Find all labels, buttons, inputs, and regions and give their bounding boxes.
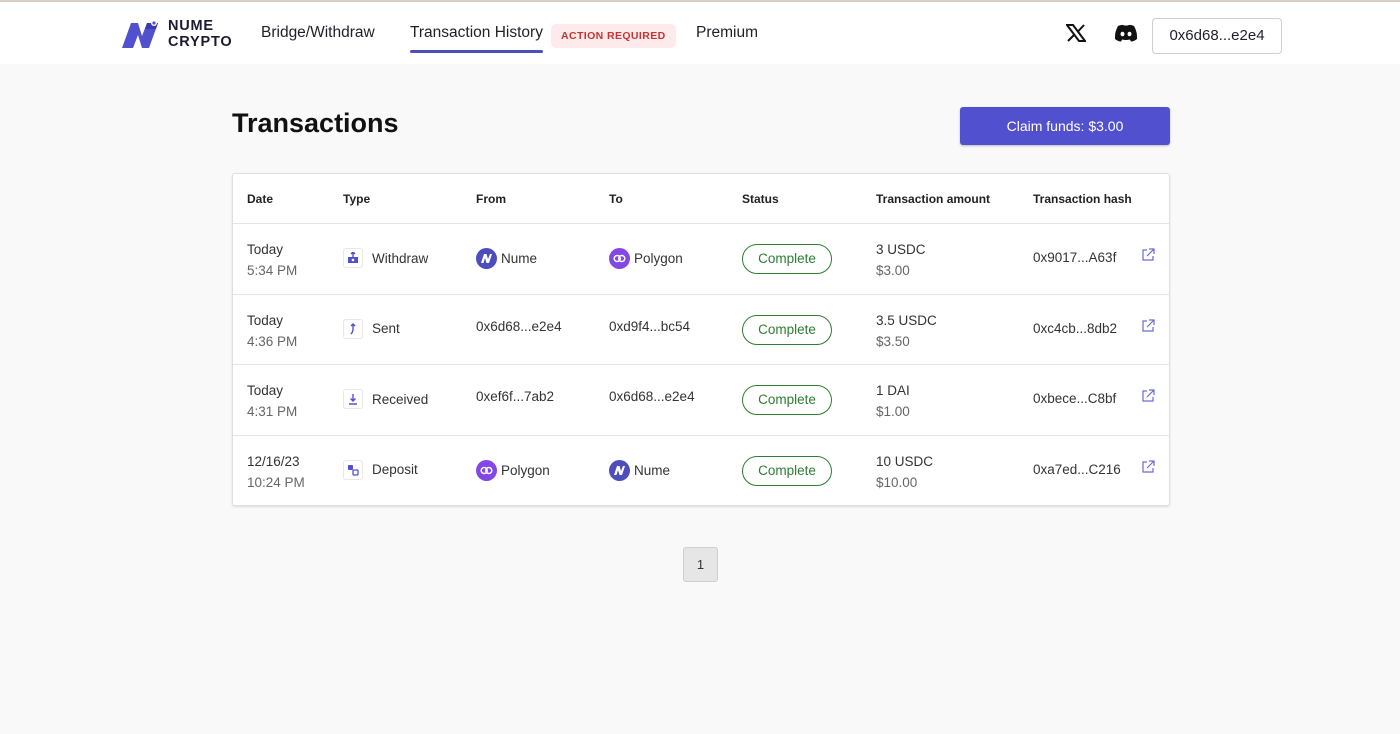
polygon-icon [476, 459, 497, 481]
logo[interactable]: NUME CRYPTO [118, 16, 232, 52]
amount-cell: 10 USDC $10.00 [876, 451, 933, 493]
usd-text: $10.00 [876, 474, 918, 490]
to-cell: 0xd9f4...bc54 [609, 319, 690, 334]
usd-text: $1.00 [876, 404, 910, 419]
nav-transaction-history[interactable]: Transaction History [410, 24, 543, 53]
to-label: 0x6d68...e2e4 [609, 389, 695, 404]
col-hash: Transaction hash [1033, 192, 1132, 206]
status-badge: Complete [742, 314, 832, 345]
action-required-badge: ACTION REQUIRED [551, 24, 676, 48]
to-cell: Polygon [609, 248, 683, 269]
polygon-icon [609, 248, 630, 269]
discord-icon[interactable] [1114, 24, 1138, 42]
to-cell: Nume [609, 459, 671, 481]
col-status: Status [742, 192, 779, 206]
col-from: From [476, 192, 506, 206]
received-icon [343, 389, 363, 409]
nav-premium[interactable]: Premium [696, 24, 759, 41]
usd-text: $3.00 [876, 263, 910, 278]
amount-text: 1 DAI [876, 383, 910, 398]
date-cell: Today 4:36 PM [247, 310, 297, 352]
from-label: Polygon [501, 462, 550, 478]
date-text: Today [247, 383, 284, 398]
type-cell: Withdraw [343, 248, 428, 268]
from-cell: Polygon [476, 459, 550, 481]
table-row: 12/16/23 10:24 PM Deposit Polygon Nume C… [233, 436, 1169, 507]
external-link-icon[interactable] [1141, 248, 1155, 262]
transactions-table: Date Type From To Status Transaction amo… [232, 173, 1170, 506]
page-title: Transactions [232, 108, 399, 138]
to-label: Polygon [634, 251, 683, 266]
external-link-icon[interactable] [1141, 318, 1155, 333]
window-top-border [0, 0, 1400, 2]
date-text: Today [247, 242, 284, 257]
to-label: 0xd9f4...bc54 [609, 318, 691, 334]
brand-line-1: NUME [168, 18, 214, 34]
type-cell: Deposit [343, 459, 418, 480]
external-link-icon[interactable] [1141, 459, 1155, 474]
hash-text: 0xc4cb...8db2 [1033, 320, 1118, 336]
type-label: Deposit [372, 462, 418, 477]
date-cell: 12/16/23 10:24 PM [247, 451, 305, 493]
amount-cell: 1 DAI $1.00 [876, 380, 910, 422]
from-label: 0xef6f...7ab2 [476, 389, 555, 404]
col-amount: Transaction amount [876, 192, 991, 206]
nav-bridge-withdraw[interactable]: Bridge/Withdraw [261, 24, 375, 41]
type-cell: Sent [343, 318, 400, 339]
nume-icon [609, 459, 630, 481]
type-label: Received [372, 391, 429, 407]
x-logo-icon[interactable] [1066, 24, 1086, 42]
table-row: Today 4:31 PM Received 0xef6f...7ab2 0x6… [233, 365, 1169, 436]
status-badge: Complete [742, 455, 832, 486]
hash-text: 0xa7ed...C216 [1033, 461, 1121, 477]
from-label: 0x6d68...e2e4 [476, 318, 562, 334]
amount-text: 10 USDC [876, 453, 934, 469]
col-type: Type [343, 192, 371, 206]
external-link-icon[interactable] [1141, 389, 1155, 403]
amount-cell: 3.5 USDC $3.50 [876, 310, 937, 352]
wallet-address-button[interactable]: 0x6d68...e2e4 [1152, 18, 1282, 54]
from-cell: 0x6d68...e2e4 [476, 319, 562, 334]
hash-text: 0x9017...A63f [1033, 250, 1117, 265]
table-row: Today 4:36 PM Sent 0x6d68...e2e4 0xd9f4.… [233, 295, 1169, 365]
date-cell: Today 4:31 PM [247, 380, 297, 422]
to-label: Nume [634, 462, 671, 478]
date-text: 12/16/23 [247, 453, 300, 469]
deposit-icon [343, 459, 363, 480]
sent-icon [343, 318, 363, 339]
date-cell: Today 5:34 PM [247, 239, 297, 281]
hash-text: 0xbece...C8bf [1033, 391, 1117, 406]
nume-icon [476, 248, 497, 269]
type-label: Sent [372, 321, 400, 336]
pagination-page-1[interactable]: 1 [683, 547, 718, 582]
from-cell: Nume [476, 248, 537, 269]
status-badge: Complete [742, 385, 832, 415]
from-cell: 0xef6f...7ab2 [476, 389, 554, 404]
brand-line-2: CRYPTO [168, 34, 233, 50]
time-text: 4:31 PM [247, 404, 298, 419]
time-text: 4:36 PM [247, 333, 298, 349]
from-label: Nume [501, 251, 538, 266]
col-to: To [609, 192, 623, 206]
brand-name: NUME CRYPTO [168, 18, 232, 50]
type-label: Withdraw [372, 250, 429, 266]
nume-logo-icon [122, 20, 158, 48]
to-cell: 0x6d68...e2e4 [609, 389, 695, 404]
claim-funds-button[interactable]: Claim funds: $3.00 [960, 107, 1170, 145]
withdraw-icon [343, 248, 363, 268]
table-header: Date Type From To Status Transaction amo… [233, 174, 1169, 224]
table-row: Today 5:34 PM Withdraw Nume Polygon Comp… [233, 224, 1169, 295]
usd-text: $3.50 [876, 333, 910, 349]
date-text: Today [247, 312, 284, 328]
col-date: Date [247, 192, 274, 206]
time-text: 5:34 PM [247, 263, 298, 278]
top-navbar: NUME CRYPTO Bridge/Withdraw Transaction … [0, 2, 1400, 64]
time-text: 10:24 PM [247, 474, 305, 490]
amount-cell: 3 USDC $3.00 [876, 239, 926, 281]
status-badge: Complete [742, 244, 832, 274]
amount-text: 3.5 USDC [876, 312, 937, 328]
type-cell: Received [343, 389, 428, 409]
amount-text: 3 USDC [876, 242, 926, 257]
